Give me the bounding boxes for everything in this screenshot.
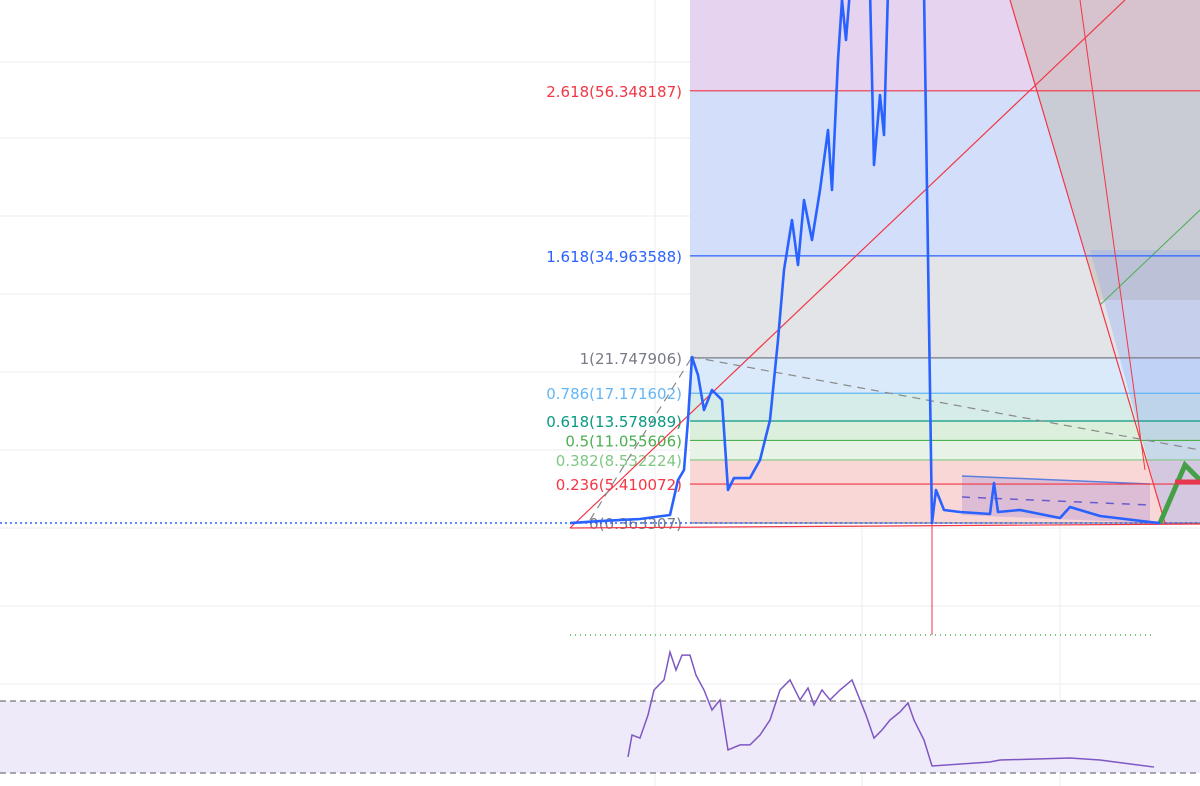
fib-level-label: 1.618(34.963588) <box>546 248 682 266</box>
fib-zone <box>690 90 1200 256</box>
fib-zone <box>690 393 1200 421</box>
trend-line-green <box>1099 209 1200 306</box>
fib-level-label: 0.618(13.578989) <box>546 413 682 431</box>
fib-level-label: 0.382(8.532224) <box>556 452 682 470</box>
price-line <box>569 0 1161 525</box>
arrow-green <box>1157 460 1200 524</box>
trend-line-red-2 <box>1079 0 1146 471</box>
fib-zone <box>690 255 1200 358</box>
oscillator-band <box>0 701 1200 773</box>
fib-level-label: 0.786(17.171602) <box>546 385 682 403</box>
channel-top-line <box>961 475 1151 485</box>
fib-level-label: 0.236(5.410072) <box>556 476 682 494</box>
fib-level-label: 1(21.747906) <box>580 350 682 368</box>
oscillator-line <box>627 649 1155 768</box>
projection-zone <box>1010 0 1200 300</box>
fib-zone-above <box>690 0 1200 91</box>
fib-zone <box>690 420 1200 441</box>
fib-level-label: 2.618(56.348187) <box>546 83 682 101</box>
fib-level-label: 0(0.363307) <box>589 515 682 533</box>
trend-line-red-down <box>1009 0 1166 524</box>
fib-level-label: 0.5(11.055606) <box>565 432 682 450</box>
baseline-red-line <box>569 523 1200 529</box>
projection-zone-blue <box>1090 250 1200 523</box>
fib-trend-dashed <box>691 356 1200 451</box>
fib-zone <box>690 459 1200 485</box>
fib-trend-dashed-left <box>589 356 693 521</box>
trend-line-red <box>569 0 1126 529</box>
fib-zone <box>690 440 1200 460</box>
